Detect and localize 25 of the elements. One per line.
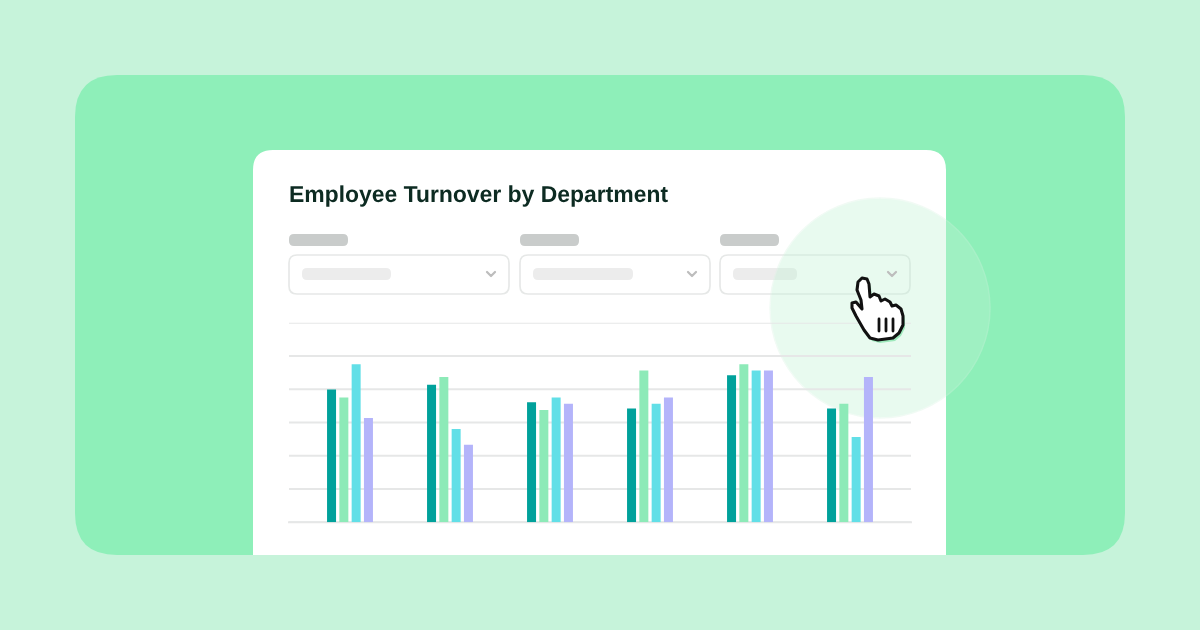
bar [739,364,749,523]
bar [863,376,873,523]
bar [551,397,561,523]
bar [839,403,849,523]
bar [451,429,461,523]
bar [539,410,549,523]
bar [351,364,361,523]
bar [651,403,661,523]
bar [527,402,537,523]
chart-title: Employee Turnover by Department [290,185,668,207]
bar [363,418,373,523]
bar [427,384,437,523]
bar [639,370,649,523]
bar [763,370,773,523]
bar [463,444,473,523]
bar [663,397,673,523]
bar [563,403,573,523]
bar [751,370,761,523]
bar [339,397,349,523]
bar [627,408,637,523]
bar [827,408,837,523]
bar [439,376,449,523]
bar [327,389,337,523]
bar [851,436,861,523]
bar [727,375,737,523]
